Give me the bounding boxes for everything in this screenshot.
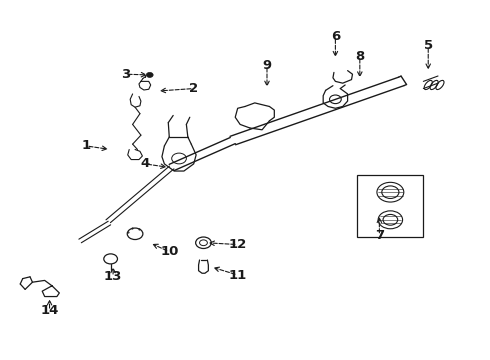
Text: 10: 10 bbox=[160, 245, 178, 258]
Text: 3: 3 bbox=[121, 68, 130, 81]
Text: 2: 2 bbox=[189, 82, 198, 95]
Text: 13: 13 bbox=[104, 270, 122, 283]
Text: 7: 7 bbox=[375, 229, 384, 242]
Text: 11: 11 bbox=[228, 269, 247, 282]
Bar bbox=[357, 175, 423, 237]
Circle shape bbox=[147, 72, 153, 77]
Text: 8: 8 bbox=[355, 50, 365, 63]
Text: 1: 1 bbox=[82, 139, 91, 152]
Text: 6: 6 bbox=[331, 30, 340, 43]
Text: 4: 4 bbox=[140, 157, 149, 170]
Text: 12: 12 bbox=[228, 238, 247, 251]
Text: 5: 5 bbox=[424, 39, 433, 52]
Text: 14: 14 bbox=[40, 305, 59, 318]
Text: 9: 9 bbox=[263, 59, 271, 72]
